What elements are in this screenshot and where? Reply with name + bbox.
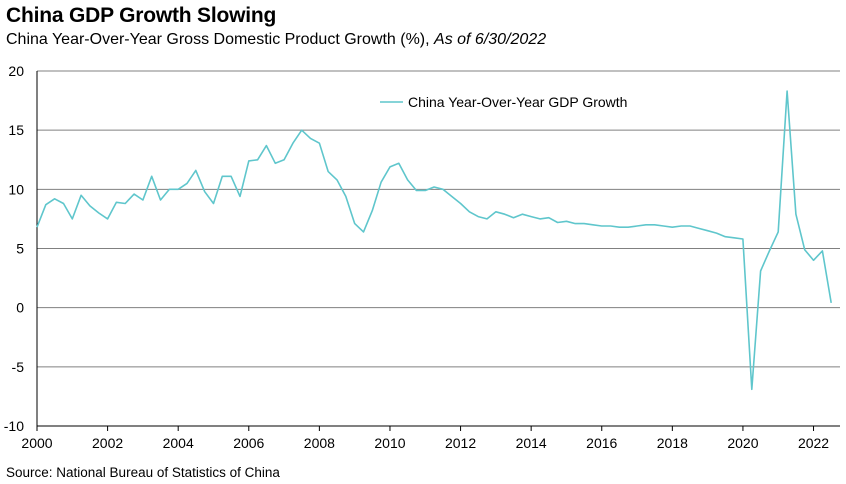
y-tick-label: 20 (8, 63, 24, 79)
x-tick-label: 2016 (586, 435, 617, 451)
series-layer (36, 90, 832, 391)
x-tick-label: 2010 (374, 435, 405, 451)
x-tick-label: 2020 (727, 435, 758, 451)
x-tick-label: 2006 (233, 435, 264, 451)
x-tick-label: 2004 (163, 435, 194, 451)
x-tick-label: 2008 (304, 435, 335, 451)
y-tick-label: 0 (16, 300, 24, 316)
y-tick-label: 10 (8, 181, 24, 197)
legend-label: China Year-Over-Year GDP Growth (408, 94, 627, 110)
legend: China Year-Over-Year GDP Growth (380, 94, 627, 110)
y-tick-label: 5 (16, 241, 24, 257)
axes (36, 71, 840, 431)
x-tick-label: 2018 (657, 435, 688, 451)
chart-title: China GDP Growth Slowing (6, 4, 277, 27)
y-tick-label: -5 (12, 359, 25, 375)
series-line-gdp-growth (36, 90, 832, 391)
gridlines (37, 70, 840, 368)
y-tick-label: -10 (4, 418, 24, 434)
x-tick-label: 2002 (92, 435, 123, 451)
subtitle-date: As of 6/30/2022 (434, 31, 547, 48)
x-tick-label: 2014 (516, 435, 547, 451)
chart-subtitle: China Year-Over-Year Gross Domestic Prod… (6, 31, 546, 49)
x-tick-label: 2022 (798, 435, 829, 451)
x-tick-label: 2012 (445, 435, 476, 451)
y-tick-label: 15 (8, 122, 24, 138)
x-tick-label: 2000 (21, 435, 52, 451)
source-note: Source: National Bureau of Statistics of… (6, 465, 280, 480)
subtitle-main: China Year-Over-Year Gross Domestic Prod… (6, 31, 435, 48)
